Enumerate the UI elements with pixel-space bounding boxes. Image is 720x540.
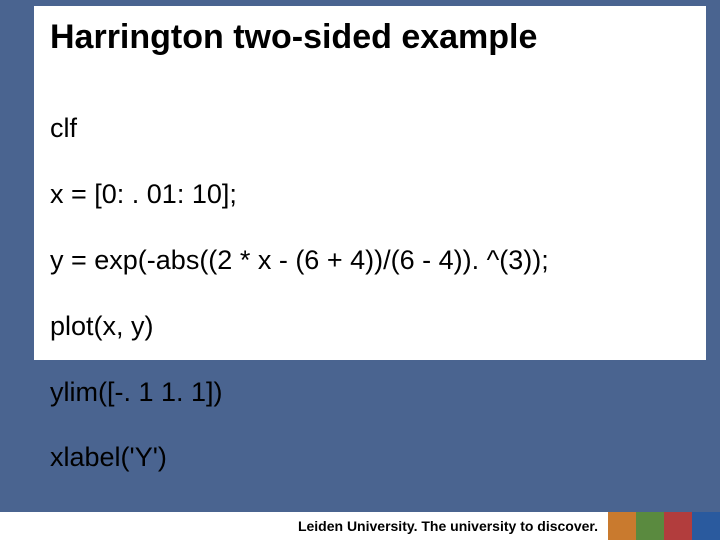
slide-content: Harrington two-sided example clf x = [0:… — [34, 6, 706, 360]
footer-color-block-red — [664, 512, 692, 540]
footer-bar: Leiden University. The university to dis… — [0, 512, 720, 540]
code-line: clf — [50, 112, 690, 145]
code-line: y = exp(-abs((2 * x - (6 + 4))/(6 - 4)).… — [50, 244, 690, 277]
code-line: xlabel('Y') — [50, 441, 690, 474]
code-line: plot(x, y) — [50, 310, 690, 343]
slide-title: Harrington two-sided example — [50, 18, 690, 57]
footer-text: Leiden University. The university to dis… — [298, 518, 598, 534]
code-line: ylim([-. 1 1. 1]) — [50, 376, 690, 409]
footer-white-area: Leiden University. The university to dis… — [0, 512, 608, 540]
footer-color-block-orange — [608, 512, 636, 540]
footer-color-block-blue — [692, 512, 720, 540]
code-block: clf x = [0: . 01: 10]; y = exp(-abs((2 *… — [50, 79, 690, 540]
footer-color-block-green — [636, 512, 664, 540]
code-line: x = [0: . 01: 10]; — [50, 178, 690, 211]
